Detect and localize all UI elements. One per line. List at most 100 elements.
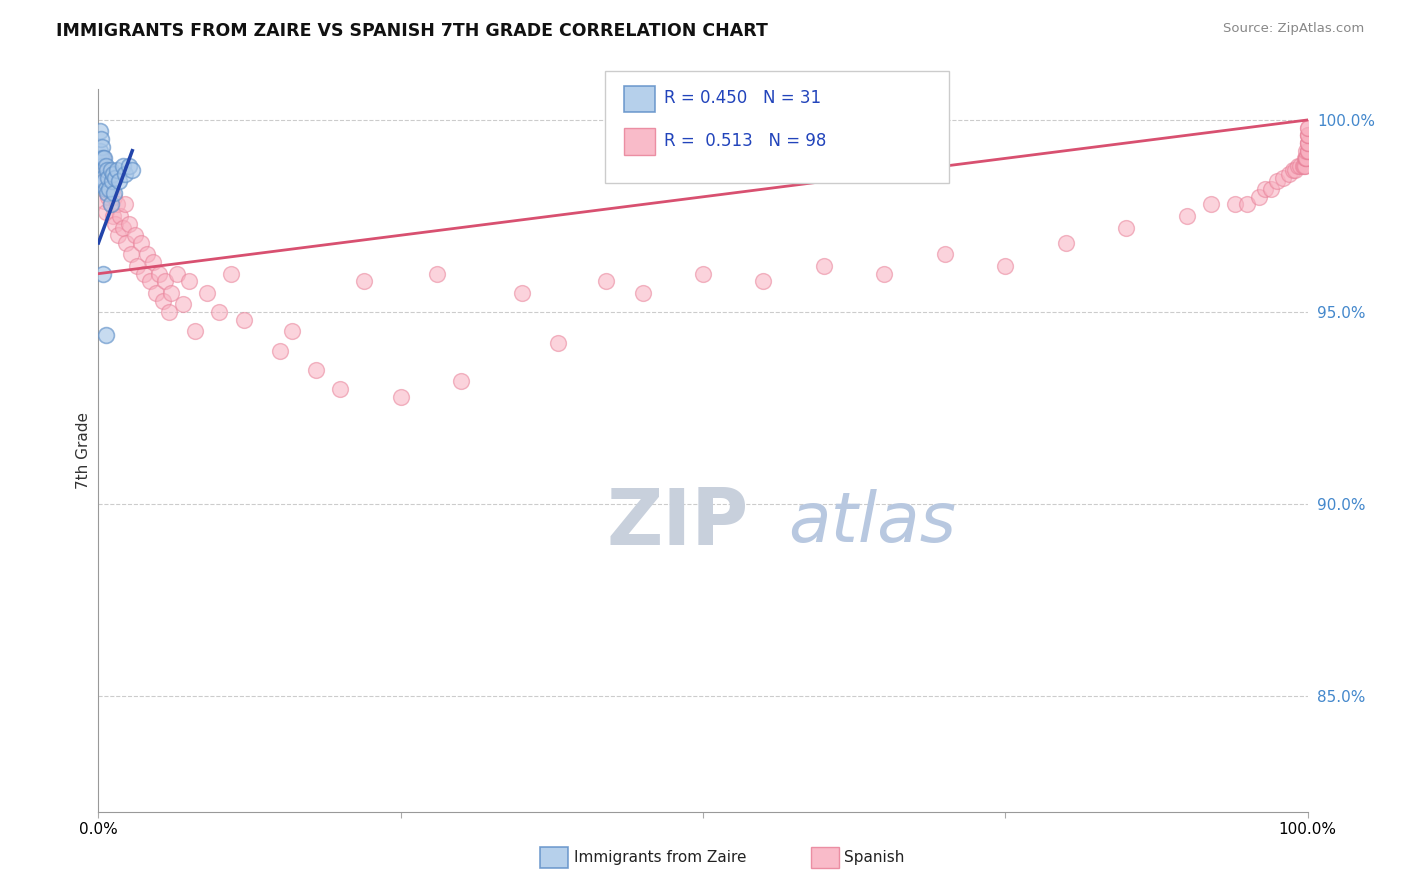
- Point: [93, 174, 115, 188]
- Point: [450, 374, 472, 388]
- Point: [111, 159, 134, 173]
- Point: [142, 255, 165, 269]
- Point: [179, 274, 201, 288]
- Point: [94, 182, 117, 196]
- Point: [208, 305, 231, 319]
- Point: [145, 285, 167, 300]
- Point: [97, 170, 120, 185]
- Point: [353, 274, 375, 288]
- Point: [1272, 170, 1295, 185]
- Point: [1286, 159, 1309, 173]
- Point: [153, 274, 176, 288]
- Text: Source: ZipAtlas.com: Source: ZipAtlas.com: [1223, 22, 1364, 36]
- Point: [104, 170, 127, 185]
- Point: [111, 220, 134, 235]
- Point: [281, 324, 304, 338]
- Point: [96, 162, 118, 177]
- Point: [100, 182, 122, 196]
- Point: [1260, 182, 1282, 196]
- Y-axis label: 7th Grade: 7th Grade: [76, 412, 91, 489]
- Point: [232, 313, 254, 327]
- Point: [108, 209, 131, 223]
- Point: [1295, 144, 1317, 158]
- Point: [135, 247, 157, 261]
- Point: [121, 162, 143, 177]
- Point: [1282, 162, 1305, 177]
- Point: [1054, 235, 1077, 250]
- Point: [94, 205, 117, 219]
- Point: [120, 247, 142, 261]
- Point: [134, 267, 156, 281]
- Point: [1295, 152, 1317, 166]
- Point: [96, 186, 118, 200]
- Point: [1296, 128, 1319, 143]
- Point: [1296, 136, 1319, 150]
- Point: [101, 209, 124, 223]
- Point: [114, 167, 136, 181]
- Point: [160, 285, 183, 300]
- Point: [1296, 128, 1319, 143]
- Point: [269, 343, 291, 358]
- Point: [94, 174, 117, 188]
- Point: [172, 297, 194, 311]
- Point: [1199, 197, 1222, 211]
- Point: [96, 178, 118, 193]
- Text: atlas: atlas: [787, 489, 956, 557]
- Point: [114, 197, 136, 211]
- Point: [98, 182, 121, 196]
- Point: [94, 159, 117, 173]
- Point: [89, 124, 111, 138]
- Point: [1295, 152, 1317, 166]
- Point: [1296, 144, 1319, 158]
- Point: [139, 274, 162, 288]
- Point: [1296, 120, 1319, 135]
- Point: [100, 197, 122, 211]
- Point: [91, 178, 114, 193]
- Point: [692, 267, 714, 281]
- Point: [994, 259, 1017, 273]
- Point: [329, 382, 352, 396]
- Point: [91, 152, 114, 166]
- Point: [1296, 144, 1319, 158]
- Text: ZIP: ZIP: [606, 484, 748, 561]
- Point: [91, 140, 114, 154]
- Point: [813, 259, 835, 273]
- Point: [93, 152, 115, 166]
- Point: [1267, 174, 1289, 188]
- Point: [91, 170, 114, 185]
- Point: [91, 159, 114, 173]
- Point: [91, 152, 114, 166]
- Point: [1278, 167, 1301, 181]
- Point: [389, 390, 412, 404]
- Point: [426, 267, 449, 281]
- Point: [101, 167, 124, 181]
- Point: [934, 247, 956, 261]
- Point: [1296, 128, 1319, 143]
- Point: [103, 186, 125, 200]
- Point: [184, 324, 207, 338]
- Point: [91, 267, 114, 281]
- Point: [305, 363, 328, 377]
- Point: [118, 217, 141, 231]
- Point: [105, 162, 128, 177]
- Point: [1296, 120, 1319, 135]
- Point: [93, 162, 115, 177]
- Point: [90, 152, 112, 166]
- Point: [103, 190, 125, 204]
- Point: [89, 144, 111, 158]
- Point: [90, 159, 112, 173]
- Point: [1284, 162, 1306, 177]
- Point: [1175, 209, 1198, 223]
- Point: [1294, 159, 1316, 173]
- Point: [1296, 136, 1319, 150]
- Point: [1236, 197, 1258, 211]
- Point: [91, 170, 114, 185]
- Point: [105, 197, 128, 211]
- Point: [152, 293, 174, 308]
- Point: [221, 267, 243, 281]
- Point: [510, 285, 533, 300]
- Point: [94, 328, 117, 343]
- Point: [90, 132, 112, 146]
- Point: [157, 305, 180, 319]
- Point: [595, 274, 617, 288]
